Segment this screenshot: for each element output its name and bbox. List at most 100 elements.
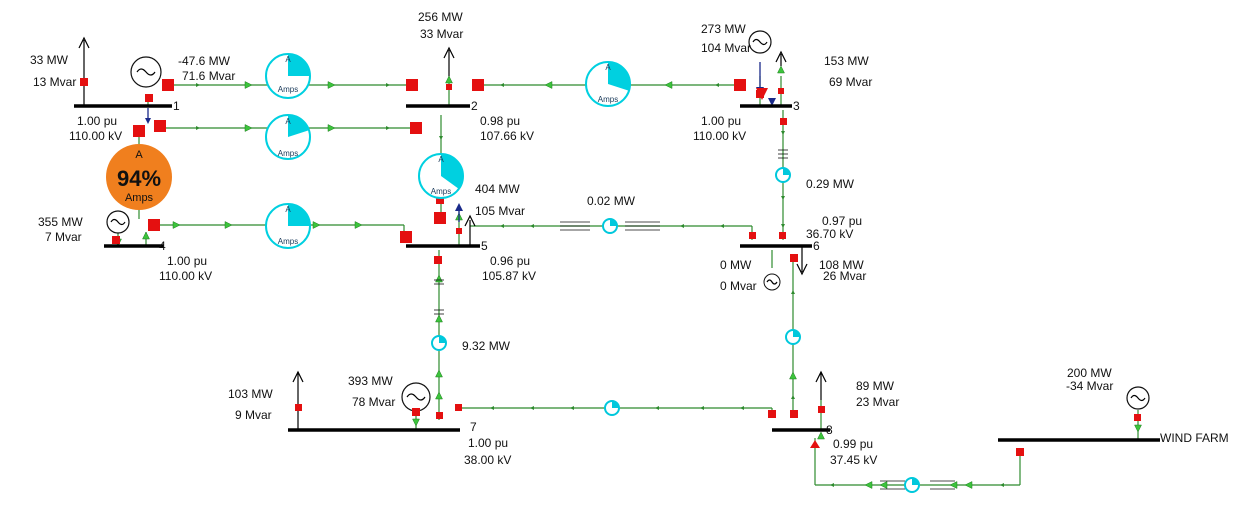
xf57-meter — [431, 335, 447, 351]
gen1-symbol — [130, 56, 162, 88]
load3-mvar: 69 Mvar — [829, 75, 872, 89]
bus7-pu: 1.00 pu — [468, 436, 508, 450]
bus8-number: 8 — [826, 423, 833, 437]
bus4-pu: 1.00 pu — [167, 254, 207, 268]
load6-arrow — [796, 246, 808, 276]
gauge-unit: Amps — [278, 85, 298, 94]
wind-meter — [904, 477, 920, 493]
gen4-mvar: 7 Mvar — [45, 230, 82, 244]
load1-mvar: 13 Mvar — [33, 75, 76, 89]
gen6-symbol — [763, 273, 781, 291]
bus3-kv: 110.00 kV — [693, 129, 746, 143]
gen7-symbol — [401, 382, 431, 412]
bus3-number: 3 — [793, 99, 800, 113]
bus5-number: 5 — [481, 239, 488, 253]
gauge-letter: A — [438, 155, 444, 164]
gen4-symbol — [106, 210, 130, 234]
windfarm-label: WIND FARM — [1160, 431, 1229, 445]
gauge-line45: A Amps — [265, 203, 311, 249]
gauge-unit: Amps — [431, 187, 451, 196]
gauge-letter: A — [285, 205, 291, 214]
bus-labels: 1 1.00 pu 110.00 kV 2 0.98 pu 107.66 kV … — [69, 99, 1229, 467]
line56-flow: 0.02 MW — [587, 194, 636, 208]
gen4-mw: 355 MW — [38, 215, 83, 229]
load3-mw: 153 MW — [824, 54, 869, 68]
bus2-kv: 107.66 kV — [480, 129, 534, 143]
load5-mvar: 105 Mvar — [475, 204, 525, 218]
bus2-pu: 0.98 pu — [480, 114, 520, 128]
bus1-kv: 110.00 kV — [69, 129, 122, 143]
load1-mw: 33 MW — [30, 53, 69, 67]
bus7-number: 7 — [470, 420, 477, 434]
overload-percent: 94% — [117, 166, 161, 191]
generator-labels: -47.6 MW 71.6 Mvar 273 MW 104 Mvar 355 M… — [38, 22, 1113, 409]
overload-unit: Amps — [125, 192, 154, 204]
bus5-kv: 105.87 kV — [482, 269, 536, 283]
bus6-kv: 36.70 kV — [806, 227, 853, 241]
line68-meter — [785, 329, 801, 345]
load-arrows — [78, 36, 827, 430]
bus-bars — [74, 104, 1160, 442]
load1-arrow — [78, 36, 90, 106]
load8-arrow — [815, 370, 827, 400]
branch-flow-labels: 0.29 MW 0.02 MW 9.32 MW — [462, 177, 855, 353]
xf57-flow: 9.32 MW — [462, 339, 511, 353]
gen1-mw: -47.6 MW — [178, 54, 231, 68]
load2-mw: 256 MW — [418, 10, 463, 24]
line56-meter — [602, 218, 618, 234]
load2-mvar: 33 Mvar — [420, 27, 463, 41]
bus8-kv: 37.45 kV — [830, 453, 877, 467]
load-labels: 33 MW 13 Mvar 256 MW 33 Mvar 153 MW 69 M… — [30, 10, 899, 422]
gen6-mw: 0 MW — [720, 258, 752, 272]
gen3-symbol — [748, 30, 772, 54]
bus1-number: 1 — [173, 99, 180, 113]
gauge-unit: Amps — [278, 149, 298, 158]
gen3-mw: 273 MW — [701, 22, 746, 36]
gen6-mvar: 0 Mvar — [720, 279, 757, 293]
line78-meter — [604, 400, 620, 416]
bus6-pu: 0.97 pu — [822, 214, 862, 228]
xf35-meter — [775, 167, 791, 183]
gauge-line12b: A Amps — [265, 114, 311, 160]
gen3-mvar: 104 Mvar — [701, 41, 751, 55]
load8-mw: 89 MW — [856, 379, 895, 393]
gauge-letter: A — [285, 117, 291, 126]
gen7-mvar: 78 Mvar — [352, 395, 395, 409]
load7-mvar: 9 Mvar — [235, 408, 272, 422]
bus2-number: 2 — [471, 99, 478, 113]
load5-mw: 404 MW — [475, 182, 520, 196]
bus6-number: 6 — [813, 239, 820, 253]
load2-arrow — [443, 46, 455, 76]
gauge-unit: Amps — [278, 237, 298, 246]
load8-mvar: 23 Mvar — [856, 395, 899, 409]
mw-flow-meters — [431, 167, 920, 493]
gauge-line23: A Amps — [585, 61, 631, 107]
load6-mw: 108 MW — [819, 258, 864, 272]
load3-arrow — [775, 50, 787, 66]
gauge-unit: Amps — [598, 95, 618, 104]
xf35-flow: 0.29 MW — [806, 177, 855, 191]
bus8-pu: 0.99 pu — [833, 437, 873, 451]
bus4-number: 4 — [159, 239, 166, 253]
bus4-kv: 110.00 kV — [159, 269, 212, 283]
load7-arrow — [292, 370, 304, 430]
gen7-mw: 393 MW — [348, 374, 393, 388]
gen1-mvar: 71.6 Mvar — [182, 69, 235, 83]
bus7-kv: 38.00 kV — [464, 453, 511, 467]
overload-letter: A — [135, 149, 143, 161]
genw-mw: 200 MW — [1067, 366, 1112, 380]
transformer-marks — [434, 149, 955, 490]
reactive-arrows — [145, 62, 776, 222]
genw-symbol — [1126, 386, 1150, 410]
load5-arrow — [464, 214, 476, 246]
gauge-letter: A — [605, 63, 611, 72]
bus1-pu: 1.00 pu — [77, 114, 117, 128]
amp-gauges: A Amps A Amps A Amps A Amps A Amps — [106, 53, 631, 249]
breakers — [80, 78, 1141, 456]
genw-mvar: -34 Mvar — [1066, 379, 1113, 393]
gauge-letter: A — [285, 55, 291, 64]
bus5-pu: 0.96 pu — [490, 254, 530, 268]
gauge-line12a: A Amps — [265, 53, 311, 99]
gauge-line25: A Amps — [418, 153, 464, 199]
